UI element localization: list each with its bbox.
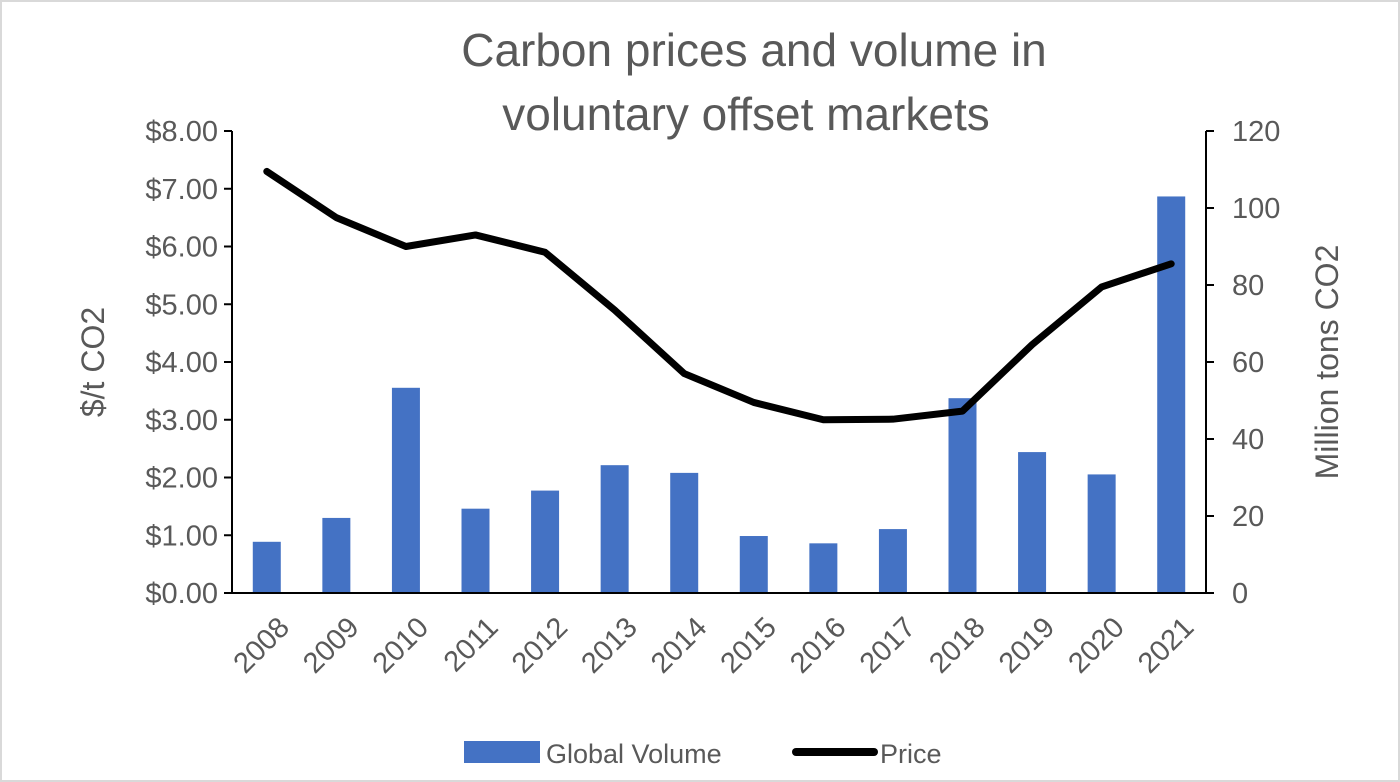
- x-tick-label-2015: 2015: [715, 611, 783, 679]
- x-tick-label-2014: 2014: [645, 611, 713, 679]
- x-tick-label-2016: 2016: [784, 611, 852, 679]
- right-tick-label: 100: [1232, 193, 1280, 225]
- bar-2016: [809, 543, 838, 593]
- bar-2014: [670, 472, 699, 593]
- right-tick-label: 60: [1232, 347, 1264, 379]
- bar-2009: [322, 517, 351, 593]
- x-tick-label-2018: 2018: [923, 611, 991, 679]
- bar-2010: [391, 387, 420, 593]
- chart-title-line-1: Carbon prices and volume in: [461, 24, 1047, 76]
- x-tick-label-2012: 2012: [506, 611, 574, 679]
- price-line: [263, 167, 1175, 424]
- right-tick-label: 40: [1232, 424, 1264, 456]
- left-tick-label: $5.00: [145, 289, 218, 321]
- bar-2015: [739, 536, 768, 593]
- legend-label-price: Price: [880, 739, 942, 769]
- left-tick-label: $1.00: [145, 520, 218, 552]
- x-tick-label-2011: 2011: [438, 611, 505, 678]
- bar-2017: [878, 529, 907, 593]
- bar-2013: [600, 465, 629, 593]
- left-y-axis-title: $/t CO2: [75, 307, 111, 417]
- bar-2011: [461, 508, 490, 593]
- chart-legend: Global Volume Price: [464, 739, 942, 769]
- right-tick-label: 20: [1232, 501, 1264, 533]
- left-tick-label: $3.00: [145, 405, 218, 437]
- x-tick-label-2009: 2009: [297, 611, 365, 679]
- bar-2020: [1087, 474, 1116, 593]
- chart-title-line-2: voluntary offset markets: [502, 88, 989, 140]
- left-tick-label: $6.00: [145, 232, 218, 264]
- left-tick-label: $2.00: [145, 463, 218, 495]
- legend-label-global-volume: Global Volume: [546, 739, 722, 769]
- bar-2012: [531, 490, 560, 593]
- right-tick-label: 0: [1232, 578, 1248, 610]
- left-tick-label: $0.00: [145, 578, 218, 610]
- price-line-layer: [263, 167, 1175, 424]
- bar-2008: [252, 541, 281, 593]
- bar-2021: [1157, 196, 1186, 593]
- bar-2019: [1018, 452, 1047, 593]
- left-tick-label: $4.00: [145, 347, 218, 379]
- left-tick-label: $8.00: [145, 116, 218, 148]
- right-y-axis-ticks: 0 20 40 60 80 100 120: [1206, 116, 1280, 610]
- legend-swatch-global-volume: [464, 741, 540, 763]
- right-y-axis-title: Million tons CO2: [1309, 245, 1345, 480]
- x-tick-label-2019: 2019: [993, 611, 1061, 679]
- bar-2018: [948, 398, 977, 593]
- x-tick-label-2020: 2020: [1062, 611, 1130, 679]
- volume-bars: [252, 196, 1186, 593]
- x-tick-label-2017: 2017: [854, 611, 922, 679]
- x-axis-ticks: 2008 2009 2010 2011 2012 2013 2014 2015 2016 2017…: [228, 611, 1201, 679]
- x-tick-label-2010: 2010: [367, 611, 435, 679]
- x-tick-label-2013: 2013: [575, 611, 643, 679]
- left-y-axis-ticks: $0.00 $1.00 $2.00 $3.00 $4.00 $5.00 $6.00 $7.00…: [145, 116, 232, 610]
- x-tick-label-2008: 2008: [228, 611, 296, 679]
- left-tick-label: $7.00: [145, 174, 218, 206]
- x-tick-label-2021: 2021: [1132, 611, 1200, 679]
- right-tick-label: 120: [1232, 116, 1280, 148]
- right-tick-label: 80: [1232, 270, 1264, 302]
